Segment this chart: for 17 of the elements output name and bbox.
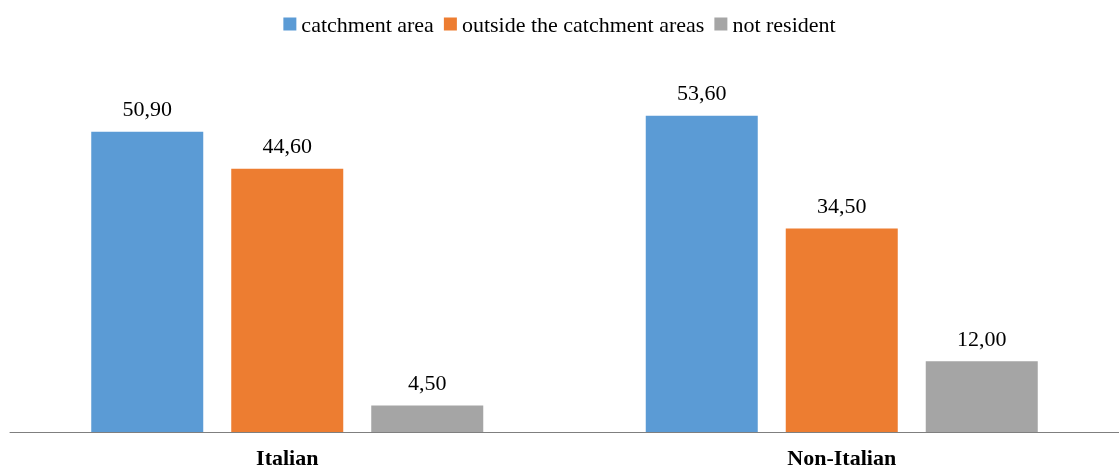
data-label: 34,50 xyxy=(817,192,867,218)
x-tick-label: Italian xyxy=(256,444,319,470)
bar xyxy=(785,228,898,432)
legend-label: outside the catchment areas xyxy=(461,11,705,37)
legend-label: catchment area xyxy=(301,11,435,37)
bar xyxy=(645,115,758,432)
data-label: 53,60 xyxy=(677,80,727,106)
bar xyxy=(371,405,484,432)
bar xyxy=(231,168,344,432)
data-label: 44,60 xyxy=(262,133,312,159)
data-label: 4,50 xyxy=(408,369,447,395)
data-label: 12,00 xyxy=(957,325,1007,351)
legend-label: not resident xyxy=(732,11,836,37)
bar xyxy=(91,131,204,432)
data-label: 50,90 xyxy=(122,96,172,122)
x-tick-label: Non-Italian xyxy=(787,444,897,470)
bar xyxy=(925,361,1038,432)
